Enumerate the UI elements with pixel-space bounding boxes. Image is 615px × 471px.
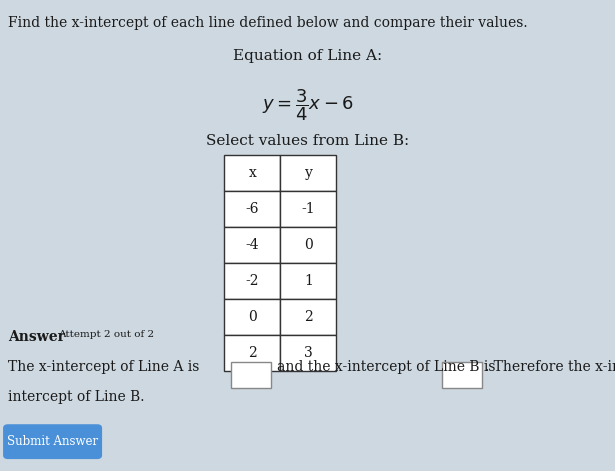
Text: 0: 0 (304, 238, 313, 252)
Text: -1: -1 (302, 202, 315, 216)
Text: Submit Answer: Submit Answer (7, 435, 98, 448)
Text: -6: -6 (246, 202, 260, 216)
Text: -2: -2 (246, 274, 260, 288)
Text: Attempt 2 out of 2: Attempt 2 out of 2 (58, 330, 154, 339)
Text: intercept of Line B.: intercept of Line B. (8, 390, 145, 404)
Text: y: y (304, 166, 312, 180)
Text: $y = \dfrac{3}{4}x - 6$: $y = \dfrac{3}{4}x - 6$ (261, 87, 354, 123)
Text: Equation of Line A:: Equation of Line A: (233, 49, 382, 64)
Text: 1: 1 (304, 274, 313, 288)
Text: 2: 2 (248, 346, 257, 360)
Text: Find the x-intercept of each line defined below and compare their values.: Find the x-intercept of each line define… (8, 16, 528, 31)
Text: The x-intercept of Line A is: The x-intercept of Line A is (8, 360, 199, 374)
Text: Answer: Answer (8, 330, 65, 344)
Text: -4: -4 (245, 238, 260, 252)
Text: x: x (248, 166, 256, 180)
Text: Select values from Line B:: Select values from Line B: (206, 134, 409, 148)
Text: 0: 0 (248, 310, 257, 324)
Text: . Therefore the x-intercept of Line A is: . Therefore the x-intercept of Line A is (485, 360, 615, 374)
Text: 2: 2 (304, 310, 313, 324)
Text: and the x-intercept of Line B is: and the x-intercept of Line B is (277, 360, 495, 374)
Text: 3: 3 (304, 346, 313, 360)
